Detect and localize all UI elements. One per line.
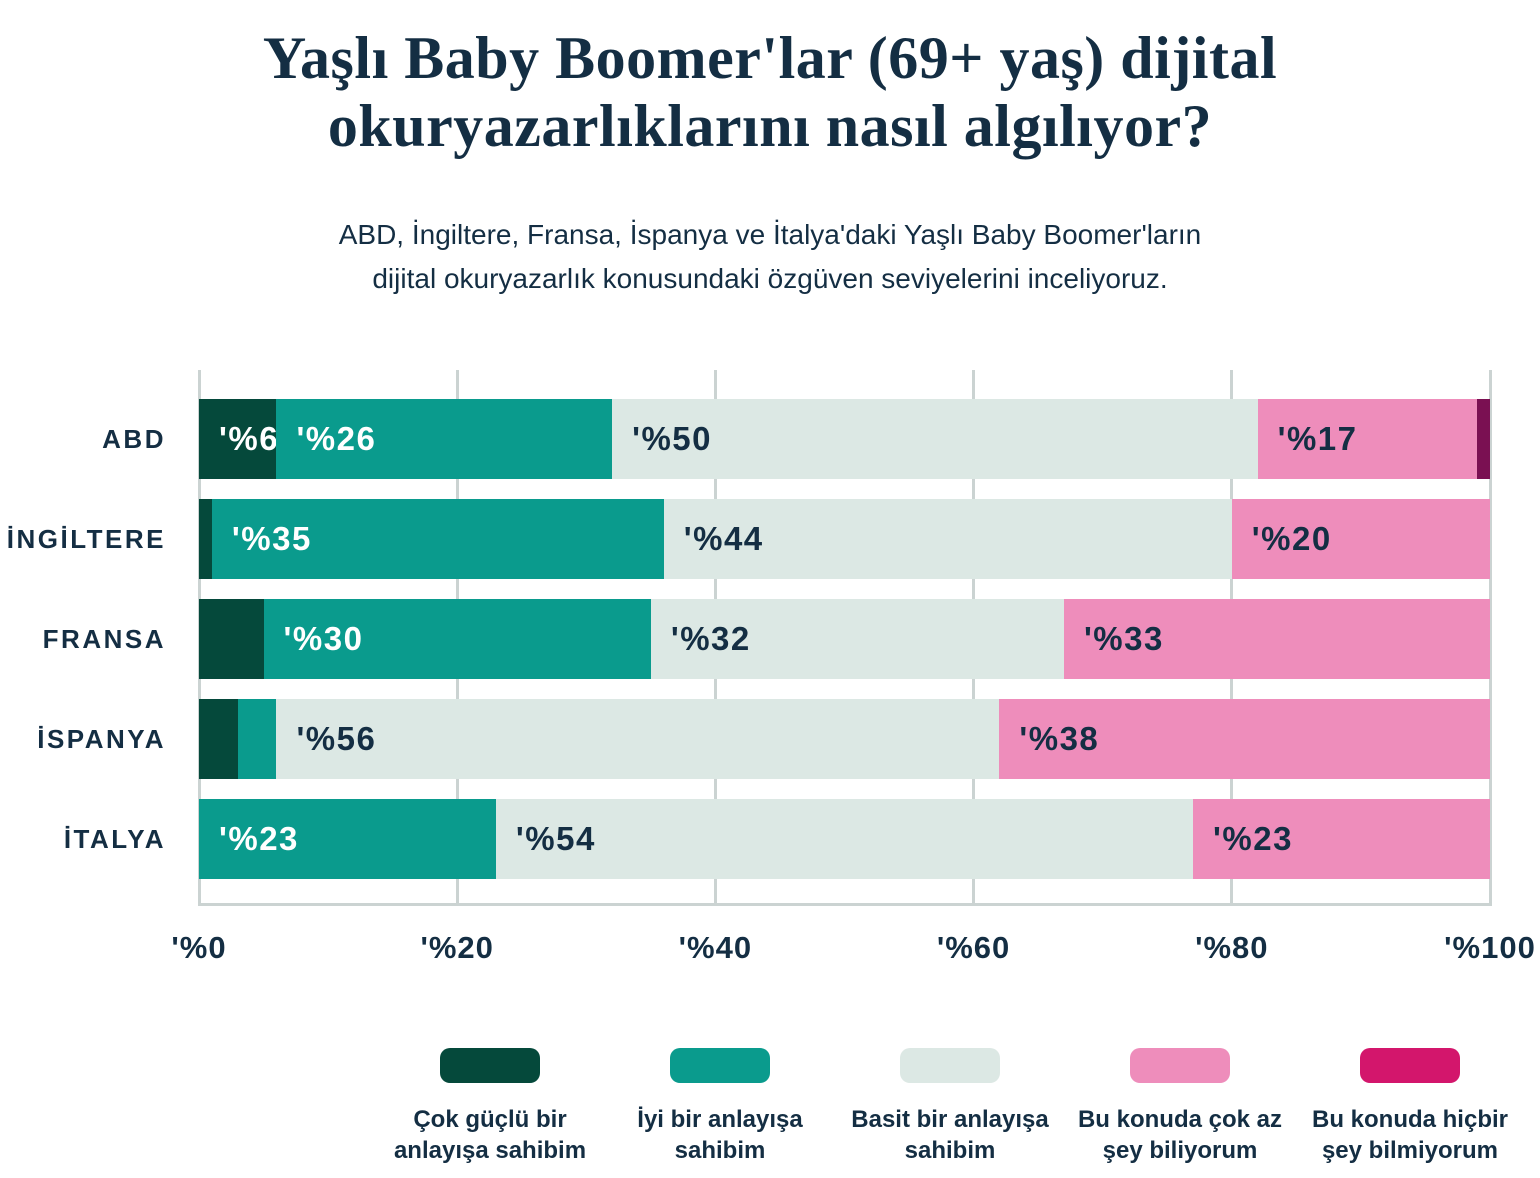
segment-series-1 [199,499,212,579]
segment-value-label: '%30 [283,620,364,657]
legend-item-5: Bu konuda hiçbir şey bilmiyorum [1295,1048,1525,1166]
segment-series-3: '%50 [612,399,1258,479]
legend-item-3: Basit bir anlayışa sahibim [835,1048,1065,1166]
bar-row-i̇talya: '%23 '%54 '%23 [199,799,1490,879]
segment-series-4: '%38 [999,699,1490,779]
segment-series-1 [199,699,238,779]
legend-label-line-1: Basit bir anlayışa [851,1106,1049,1133]
legend-label-line-1: Bu konuda hiçbir [1311,1106,1508,1133]
segment-value-label: '%38 [1019,720,1100,757]
category-label-fransa: FRANSA [42,623,166,654]
bar-row-i̇ngi̇ltere: '%35 '%44 '%20 [199,499,1490,579]
segment-series-3: '%54 [495,799,1194,879]
segment-series-1: '%6 [199,399,280,479]
legend-label-5: Bu konuda hiçbir şey bilmiyorum [1312,1104,1508,1166]
segment-series-2: '%35 [211,499,664,579]
segment-series-4: '%23 [1193,799,1490,879]
legend-label-4: Bu konuda çok az şey biliyorum [1078,1104,1282,1166]
segment-series-4: '%17 [1257,399,1478,479]
legend-label-1: Çok güçlü bir anlayışa sahibim [394,1104,586,1166]
legend-label-line-2: sahibim [904,1137,996,1164]
segment-value-label: '%6 [219,420,280,457]
category-label-i̇ngi̇ltere: İNGİLTERE [6,523,166,554]
x-tick-label-80: '%80 [1195,930,1269,965]
segment-value-label: '%26 [296,420,377,457]
chart-subtitle-line-1: ABD, İngiltere, Fransa, İspanya ve İtaly… [338,219,1202,250]
segment-series-5 [1477,399,1490,479]
segment-value-label: '%17 [1277,420,1358,457]
legend-swatch-1 [440,1048,540,1083]
chart-subtitle: ABD, İngiltere, Fransa, İspanya ve İtaly… [0,213,1540,301]
category-label-i̇talya: İTALYA [63,823,166,854]
legend-swatch-2 [670,1048,770,1083]
plot-area: '%6 '%26 '%50 '%17 '%35 '%44 '%20 '%30 '%32 '%33 '… [197,370,1492,906]
legend-item-1: Çok güçlü bir anlayışa sahibim [375,1048,605,1166]
legend-swatch-3 [900,1048,1000,1083]
x-tick-label-100: '%100 [1444,930,1536,965]
legend-label-line-1: Bu konuda çok az [1077,1106,1283,1133]
segment-series-3: '%44 [663,499,1232,579]
segment-series-2: '%26 [276,399,613,479]
legend-swatch-5 [1360,1048,1460,1083]
category-label-abd: ABD [102,423,166,454]
legend-item-4: Bu konuda çok az şey biliyorum [1065,1048,1295,1166]
legend-item-2: İyi bir anlayışa sahibim [605,1048,835,1166]
segment-value-label: '%50 [632,420,713,457]
segment-series-3: '%32 [650,599,1064,679]
legend-label-line-2: şey biliyorum [1102,1137,1258,1164]
legend-label-line-2: sahibim [674,1137,766,1164]
segment-value-label: '%35 [231,520,312,557]
segment-series-2: '%30 [263,599,651,679]
segment-value-label: '%32 [670,620,751,657]
segment-series-4: '%33 [1063,599,1490,679]
x-tick-label-40: '%40 [678,930,753,965]
chart-title-line-1: Yaşlı Baby Boomer'lar (69+ yaş) dijital [262,25,1278,91]
legend-label-2: İyi bir anlayışa sahibim [637,1104,802,1166]
segment-value-label: '%56 [296,720,377,757]
segment-series-1 [199,599,264,679]
x-tick-label-0: '%0 [171,930,227,965]
segment-series-4: '%20 [1231,499,1490,579]
segment-series-3: '%56 [276,699,1000,779]
x-axis-line [199,903,1490,906]
x-tick-label-20: '%20 [420,930,494,965]
x-tick-label-60: '%60 [936,930,1011,965]
gridline-100 [1488,370,1492,906]
segment-value-label: '%23 [219,820,299,857]
segment-value-label: '%33 [1083,620,1164,657]
segment-series-2: '%23 [199,799,496,879]
bar-row-i̇spanya: '%56 '%38 [199,699,1490,779]
legend: Çok güçlü bir anlayışa sahibim İyi bir anl… [375,1048,1525,1166]
bar-row-abd: '%6 '%26 '%50 '%17 [199,399,1490,479]
segment-value-label: '%23 [1213,820,1293,857]
legend-label-3: Basit bir anlayışa sahibim [851,1104,1048,1166]
chart-title: Yaşlı Baby Boomer'lar (69+ yaş) dijital o… [0,24,1540,160]
bar-row-fransa: '%30 '%32 '%33 [199,599,1490,679]
chart-title-line-2: okuryazarlıklarını nasıl algılıyor? [327,93,1213,159]
legend-label-line-1: Çok güçlü bir [413,1106,567,1133]
segment-series-2 [237,699,277,779]
legend-swatch-4 [1130,1048,1230,1083]
category-label-i̇spanya: İSPANYA [37,723,166,754]
legend-label-line-2: şey bilmiyorum [1321,1137,1499,1164]
segment-value-label: '%54 [515,820,596,857]
segment-value-label: '%44 [683,520,764,557]
legend-label-line-1: İyi bir anlayışa [637,1106,803,1133]
segment-value-label: '%20 [1251,520,1332,557]
legend-label-line-2: anlayışa sahibim [393,1137,587,1164]
chart-subtitle-line-2: dijital okuryazarlık konusundaki özgüven… [372,263,1168,294]
